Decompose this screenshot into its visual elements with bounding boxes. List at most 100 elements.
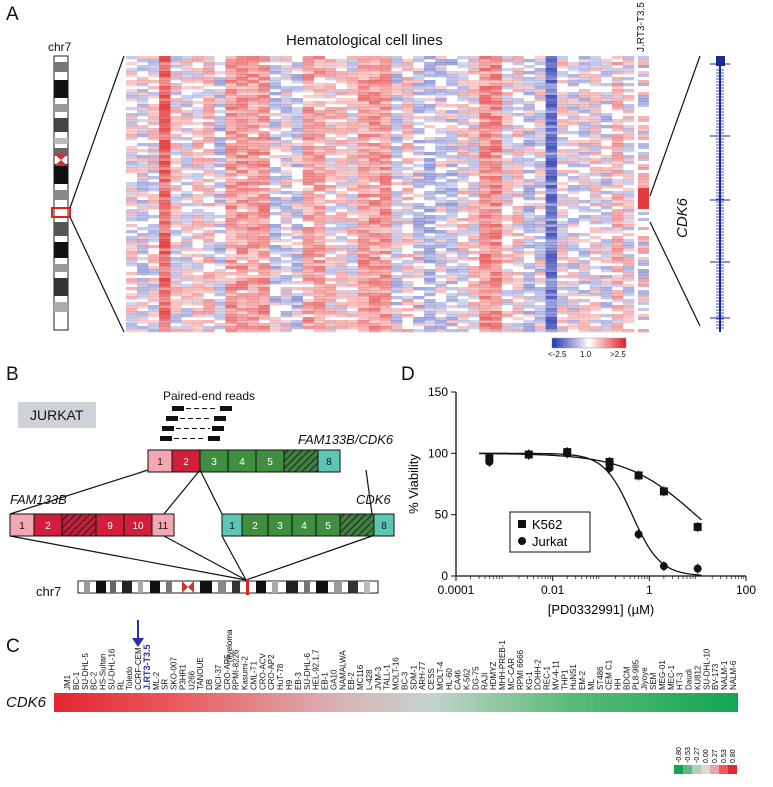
cell-line-box (18, 402, 96, 428)
reads-label: Paired-end reads (163, 389, 256, 403)
cell-line-label: BV-173 (711, 663, 720, 690)
myeloma-note: myeloma (225, 629, 234, 662)
legend-value: 0.00 (703, 749, 710, 763)
cell-line-label: JVM-3 (374, 666, 383, 690)
cell-line-label: Kasumi-2 (241, 656, 250, 690)
cell-line-label: BC-3 (400, 671, 409, 690)
cell-line-label: HT-3 (676, 672, 685, 690)
scale-high: >2.5 (610, 350, 626, 359)
cdk6-gene-exon-label: 1 (229, 521, 235, 532)
cdk6-label-b: CDK6 (356, 492, 391, 507)
cdk6-gene-exon-label: 4 (301, 521, 307, 532)
cell-line-label: CCRF-CEM (134, 647, 143, 690)
x-tick-label: 100 (736, 583, 756, 597)
cell-line-label: SU-DHL-5 (81, 653, 90, 690)
fusion-gene-exon-label: 5 (267, 457, 273, 468)
cell-line-label: H9 (285, 679, 294, 690)
fusion-label: FAM133B/CDK6 (298, 432, 394, 447)
cdk6-gene-track (710, 56, 730, 332)
data-point-k562 (634, 471, 643, 480)
fam-gene-exon-label: 10 (132, 521, 144, 532)
cell-line-label: DG-75 (472, 666, 481, 690)
cell-line-label: EB-2 (347, 672, 356, 690)
cell-line-label: NAMALWA (338, 650, 347, 690)
panel-a-label: A (6, 4, 19, 25)
cell-line-label: HH (614, 678, 623, 690)
legend-label-k562: K562 (532, 517, 562, 532)
cell-line-label: THP1 (560, 669, 569, 690)
cell-line-label: TANOUE (196, 657, 205, 690)
cell-line-label: NCI-37 (214, 664, 223, 690)
cell-line-label: BC-1 (72, 671, 81, 690)
cell-line-label: KU812 (694, 665, 703, 690)
cdk6-expression-bar (54, 693, 738, 712)
legend-marker-k562 (518, 520, 526, 528)
cell-line-label: CA46 (454, 669, 463, 690)
cell-line-label: MC116 (356, 664, 365, 690)
panel-a-graphic (51, 55, 730, 349)
data-point-jurkat (485, 457, 494, 466)
cell-line-label: Jiyoye (640, 667, 649, 690)
cdk6-gene-exon-label: 5 (325, 521, 331, 532)
legend-box (509, 511, 591, 553)
cell-line-label: EB-3 (294, 672, 303, 690)
fusion-gene-exon-label: 8 (326, 457, 332, 468)
cell-line-label: NALM-1 (720, 660, 729, 690)
fam-gene-exon-label: 11 (158, 521, 169, 532)
data-point-jurkat (605, 464, 614, 473)
legend-swatch (683, 765, 692, 774)
legend-value: -0.27 (694, 747, 701, 763)
cell-line-label: CRO-ACV (258, 652, 267, 690)
y-tick-label: 100 (428, 446, 448, 460)
cell-line-label: DB (205, 679, 214, 690)
chr7-label-b: chr7 (36, 584, 62, 599)
fam133b-label: FAM133B (10, 492, 67, 507)
scale-low: <-2.5 (548, 350, 567, 359)
scale-mid: 1.0 (580, 350, 592, 359)
legend-swatch (710, 765, 719, 774)
highlight-arrow (132, 620, 144, 647)
data-point-k562 (659, 487, 668, 496)
cell-line-label: HDMYZ (489, 661, 498, 690)
legend-label-jurkat: Jurkat (532, 534, 568, 549)
panel-d-label: D (401, 364, 415, 385)
cell-line-label: U266 (187, 670, 196, 690)
data-point-jurkat (524, 450, 533, 459)
chromosome-ideogram (51, 55, 125, 333)
cell-line-label: EM-2 (578, 670, 587, 690)
data-point-k562 (605, 457, 614, 466)
cell-line-labels: JM1 BC-1 SU-DHL-5 BC-2 HS-Sultan SU-DHL-16 RL T… (63, 640, 738, 690)
panel-c-color-legend: -0.80 -0.53 -0.27 0.00 0.27 0.53 0.80 (674, 747, 737, 774)
cell-line-label: TALL-1 (383, 664, 392, 690)
chr7-ideogram-horizontal (77, 579, 379, 595)
viability-chart: 0 50 100 150 0.0001 0.01 1 100 [PD0332991] (µM)%… (406, 385, 756, 617)
cell-line-label: P3HR1 (178, 664, 187, 690)
fam-gene-exon (151, 513, 175, 537)
y-tick-label: 50 (435, 508, 449, 522)
legend-swatch (674, 765, 683, 774)
cell-line-label: J.RT3-T3.5 (142, 644, 152, 690)
panel-c-row-label: CDK6 (6, 694, 47, 711)
cdk6-exons: 1 2 3 4 5 8 (221, 513, 395, 537)
cell-line-label: ST486 (596, 666, 605, 690)
cell-line-label: SU-DHL-10 (702, 648, 711, 690)
cell-line-label: CESS (427, 668, 436, 690)
sample-column-heatmap (638, 56, 649, 333)
cell-line-label: SU-DHL-16 (107, 648, 116, 690)
cell-line-label: ML-2 (152, 671, 161, 690)
cell-line-label: HL-60 (445, 668, 454, 690)
heatmap-title: Hematological cell lines (286, 32, 443, 49)
fusion-gene-exons: 1 2 3 4 5 8 (147, 449, 341, 473)
cell-line-label: MEC-1 (667, 665, 676, 690)
cell-line-label: CRO-AP5 (223, 654, 232, 690)
cell-line-label: NALM-6 (729, 660, 738, 690)
fusion-gene-exon-label: 1 (157, 457, 163, 468)
paired-end-reads (160, 406, 232, 441)
legend-value: 0.80 (730, 749, 737, 763)
data-point-k562 (693, 522, 702, 531)
y-tick-label: 150 (428, 385, 448, 399)
color-scale-bar (551, 337, 627, 349)
cell-line-label: BDCM (622, 666, 631, 690)
fusion-gene-exon-label: 3 (211, 457, 217, 468)
